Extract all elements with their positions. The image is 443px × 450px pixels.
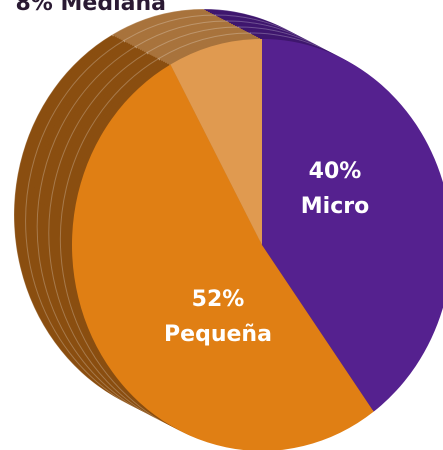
category-label: Micro [301,194,369,219]
slice [72,64,374,450]
value-label: 40% [309,159,362,184]
slice [262,39,443,412]
category-label: Mediana [61,0,166,16]
data-label: 8% Mediana [16,0,167,16]
value-label: 8% [16,0,53,16]
value-label: 52% [192,287,245,312]
slice [170,39,262,245]
category-label: Pequeña [164,322,272,347]
